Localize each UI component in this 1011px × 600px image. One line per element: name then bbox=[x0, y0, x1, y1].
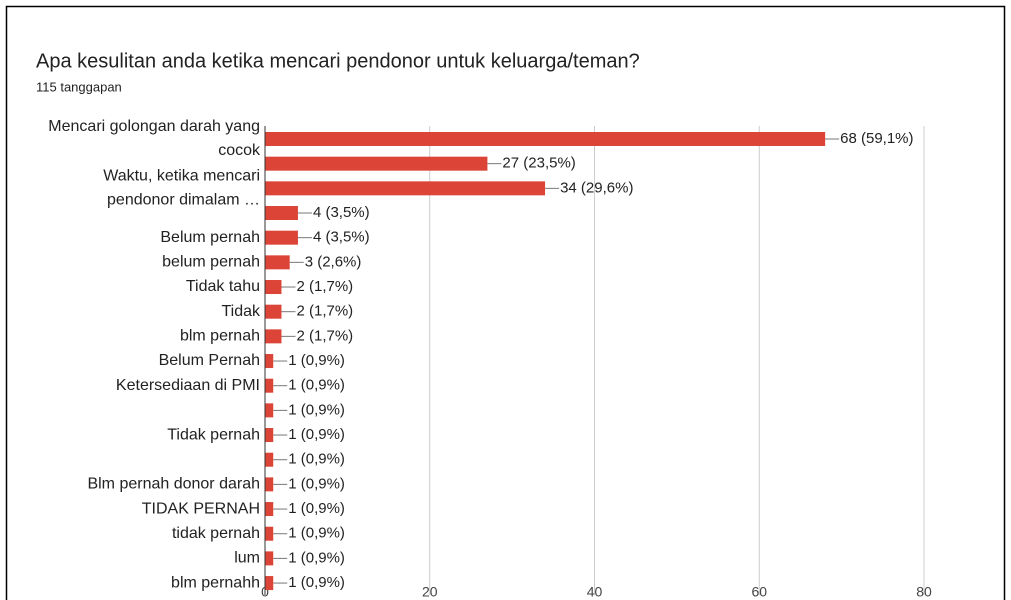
bar bbox=[265, 329, 282, 344]
bar bbox=[265, 304, 282, 319]
value-label: 2 (1,7%) bbox=[296, 303, 353, 320]
value-label: 1 (0,9%) bbox=[288, 549, 345, 566]
x-tick-label: 40 bbox=[587, 584, 603, 600]
y-tick-label: TIDAK PERNAH bbox=[142, 500, 260, 517]
value-label: 1 (0,9%) bbox=[288, 525, 345, 542]
value-label: 1 (0,9%) bbox=[288, 401, 345, 418]
bar bbox=[265, 403, 274, 418]
bar bbox=[265, 280, 282, 295]
chart-title: Apa kesulitan anda ketika mencari pendon… bbox=[36, 50, 640, 72]
value-label: 2 (1,7%) bbox=[296, 278, 353, 295]
y-tick-label: Belum pernah bbox=[160, 229, 260, 246]
value-label: 1 (0,9%) bbox=[288, 451, 345, 468]
value-label: 4 (3,5%) bbox=[313, 204, 370, 221]
bar bbox=[265, 477, 274, 492]
bar bbox=[265, 378, 274, 393]
bar bbox=[265, 576, 274, 591]
bar bbox=[265, 551, 274, 566]
value-label: 1 (0,9%) bbox=[288, 500, 345, 517]
x-tick-label: 80 bbox=[916, 584, 932, 600]
value-label: 27 (23,5%) bbox=[502, 155, 575, 172]
bar bbox=[265, 255, 290, 270]
value-label: 1 (0,9%) bbox=[288, 475, 345, 492]
value-label: 1 (0,9%) bbox=[288, 574, 345, 591]
y-tick-label: Waktu, ketika mencari pendonor dimalam … bbox=[103, 168, 260, 209]
y-tick-label: lum bbox=[234, 550, 260, 567]
y-tick-label: Ketersediaan di PMI bbox=[116, 377, 260, 394]
value-label: 2 (1,7%) bbox=[296, 327, 353, 344]
bar bbox=[265, 452, 274, 467]
frame bbox=[5, 5, 1006, 600]
y-tick-label: Blm pernah donor darah bbox=[87, 476, 260, 493]
value-label: 1 (0,9%) bbox=[288, 377, 345, 394]
y-tick-label: tidak pernah bbox=[172, 525, 260, 542]
value-label: 1 (0,9%) bbox=[288, 426, 345, 443]
bar bbox=[265, 526, 274, 541]
y-tick-label: blm pernahh bbox=[171, 574, 260, 591]
value-label: 34 (29,6%) bbox=[560, 179, 633, 196]
value-label: 4 (3,5%) bbox=[313, 229, 370, 246]
value-label: 1 (0,9%) bbox=[288, 352, 345, 369]
bar bbox=[265, 132, 826, 146]
bar bbox=[265, 181, 546, 196]
bar bbox=[265, 354, 274, 369]
bar bbox=[265, 428, 274, 443]
value-label: 3 (2,6%) bbox=[305, 253, 362, 270]
bar bbox=[265, 502, 274, 517]
bar bbox=[265, 156, 488, 171]
chart-subtitle: 115 tanggapan bbox=[36, 79, 122, 94]
y-tick-label: Tidak bbox=[221, 303, 261, 320]
y-tick-label: belum pernah bbox=[162, 254, 260, 271]
x-tick-label: 60 bbox=[751, 584, 767, 600]
y-tick-label: Tidak tahu bbox=[186, 278, 260, 295]
x-tick-label: 20 bbox=[422, 584, 438, 600]
value-label: 68 (59,1%) bbox=[840, 130, 913, 147]
bar bbox=[265, 230, 298, 245]
y-tick-label: Tidak pernah bbox=[167, 426, 260, 443]
y-tick-label: Mencari golongan darah yang cocok bbox=[48, 118, 261, 159]
y-tick-label: blm pernah bbox=[180, 328, 260, 345]
bar bbox=[265, 206, 298, 221]
y-tick-label: Belum Pernah bbox=[159, 352, 260, 369]
